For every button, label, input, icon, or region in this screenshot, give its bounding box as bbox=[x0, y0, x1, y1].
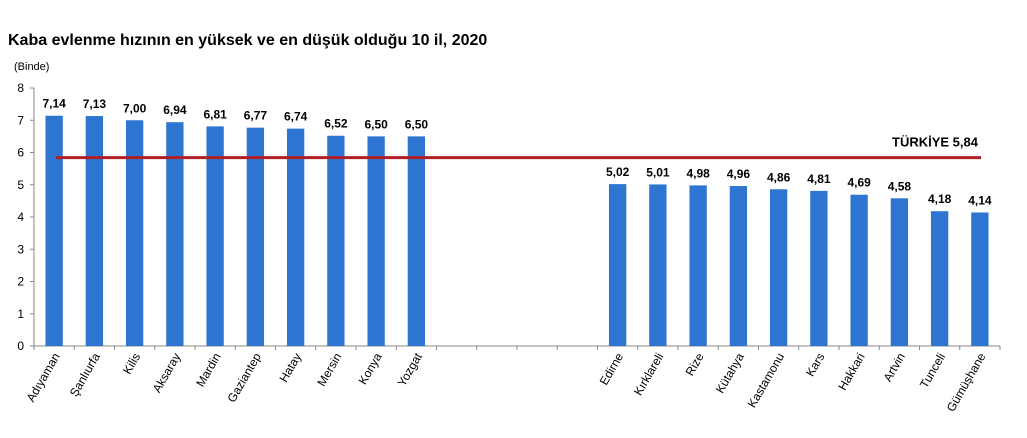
bar bbox=[891, 198, 908, 346]
data-label: 4,98 bbox=[686, 166, 710, 180]
y-tick-label: 6 bbox=[17, 146, 24, 160]
x-tick-label: Aksaray bbox=[150, 351, 184, 396]
reference-line-label: TÜRKİYE 5,84 bbox=[892, 135, 979, 150]
y-tick-label: 5 bbox=[17, 178, 24, 192]
y-tick-label: 3 bbox=[17, 242, 24, 256]
data-label: 6,52 bbox=[324, 117, 348, 131]
x-tick-label: Gaziantep bbox=[224, 350, 264, 405]
bar bbox=[86, 116, 103, 346]
bar bbox=[166, 122, 183, 346]
bar bbox=[850, 195, 867, 346]
value-labels: 7,14 7,13 7,00 6,94 6,81 6,77 6,74 6,52 6,50 6,50… bbox=[42, 97, 991, 208]
data-label: 4,69 bbox=[847, 176, 871, 190]
data-label: 4,14 bbox=[968, 193, 992, 207]
x-tick-label: Kırklareli bbox=[631, 351, 666, 398]
data-label: 6,94 bbox=[163, 103, 187, 117]
data-label: 7,13 bbox=[83, 97, 107, 111]
data-label: 7,14 bbox=[42, 97, 66, 111]
bars bbox=[45, 116, 988, 346]
bar bbox=[287, 129, 304, 346]
bar bbox=[810, 191, 827, 346]
x-tick-label: Gümüşhane bbox=[944, 350, 989, 414]
y-tick-label: 2 bbox=[17, 275, 24, 289]
category-labels: Adıyaman Şanlıurfa Kilis Aksaray Mardin Gazia… bbox=[24, 350, 989, 414]
x-tick-label: Kilis bbox=[120, 351, 143, 377]
bar bbox=[327, 136, 344, 346]
chart: Kaba evlenme hızının en yüksek ve en düş… bbox=[0, 0, 1027, 438]
bar bbox=[931, 211, 948, 346]
bar bbox=[45, 116, 62, 346]
data-label: 7,00 bbox=[123, 101, 147, 115]
x-tick-label: Mersin bbox=[314, 351, 344, 389]
reference-group: TÜRKİYE 5,84 bbox=[56, 135, 981, 158]
data-label: 6,50 bbox=[364, 117, 388, 131]
x-tick-label: Kars bbox=[803, 351, 827, 379]
data-label: 4,96 bbox=[727, 167, 751, 181]
y-tick-label: 1 bbox=[17, 307, 24, 321]
y-axis-unit-label: (Binde) bbox=[14, 61, 49, 73]
data-label: 6,81 bbox=[203, 107, 227, 121]
data-label: 5,01 bbox=[646, 165, 670, 179]
bar bbox=[247, 128, 264, 346]
x-tick-label: Kastamonu bbox=[745, 351, 787, 411]
data-label: 4,18 bbox=[928, 192, 952, 206]
bar bbox=[730, 186, 747, 346]
bar bbox=[649, 184, 666, 346]
x-tick-label: Hatay bbox=[276, 351, 304, 385]
data-label: 6,74 bbox=[284, 110, 308, 124]
chart-title: Kaba evlenme hızının en yüksek ve en düş… bbox=[8, 32, 487, 49]
x-tick-label: Artvin bbox=[881, 351, 908, 385]
x-tick-label: Şanlıurfa bbox=[67, 350, 103, 399]
x-tick-label: Hakkari bbox=[835, 351, 867, 393]
x-tick-label: Tunceli bbox=[917, 351, 948, 391]
data-label: 5,02 bbox=[606, 165, 630, 179]
data-label: 4,86 bbox=[767, 170, 791, 184]
y-tick-label: 4 bbox=[17, 210, 24, 224]
y-tick-label: 7 bbox=[17, 113, 24, 127]
bar bbox=[206, 126, 223, 346]
bar bbox=[609, 184, 626, 346]
x-tick-label: Kütahya bbox=[713, 350, 747, 395]
x-tick-label: Adıyaman bbox=[24, 351, 63, 405]
bar bbox=[408, 136, 425, 346]
x-tick-label: Konya bbox=[356, 350, 385, 387]
x-tick-label: Mardin bbox=[193, 351, 223, 390]
bar bbox=[689, 185, 706, 346]
data-label: 6,50 bbox=[405, 117, 429, 131]
x-tick-label: Edirne bbox=[597, 350, 627, 387]
bar bbox=[367, 136, 384, 346]
x-tick-label: Yozgat bbox=[395, 350, 426, 389]
y-tick-label: 0 bbox=[17, 339, 24, 353]
bar bbox=[126, 120, 143, 346]
y-tick-label: 8 bbox=[17, 81, 24, 95]
bar bbox=[770, 189, 787, 346]
data-label: 4,81 bbox=[807, 172, 831, 186]
x-tick-label: Rize bbox=[683, 350, 707, 378]
data-label: 6,77 bbox=[244, 109, 268, 123]
bar bbox=[971, 212, 988, 346]
data-label: 4,58 bbox=[888, 179, 912, 193]
